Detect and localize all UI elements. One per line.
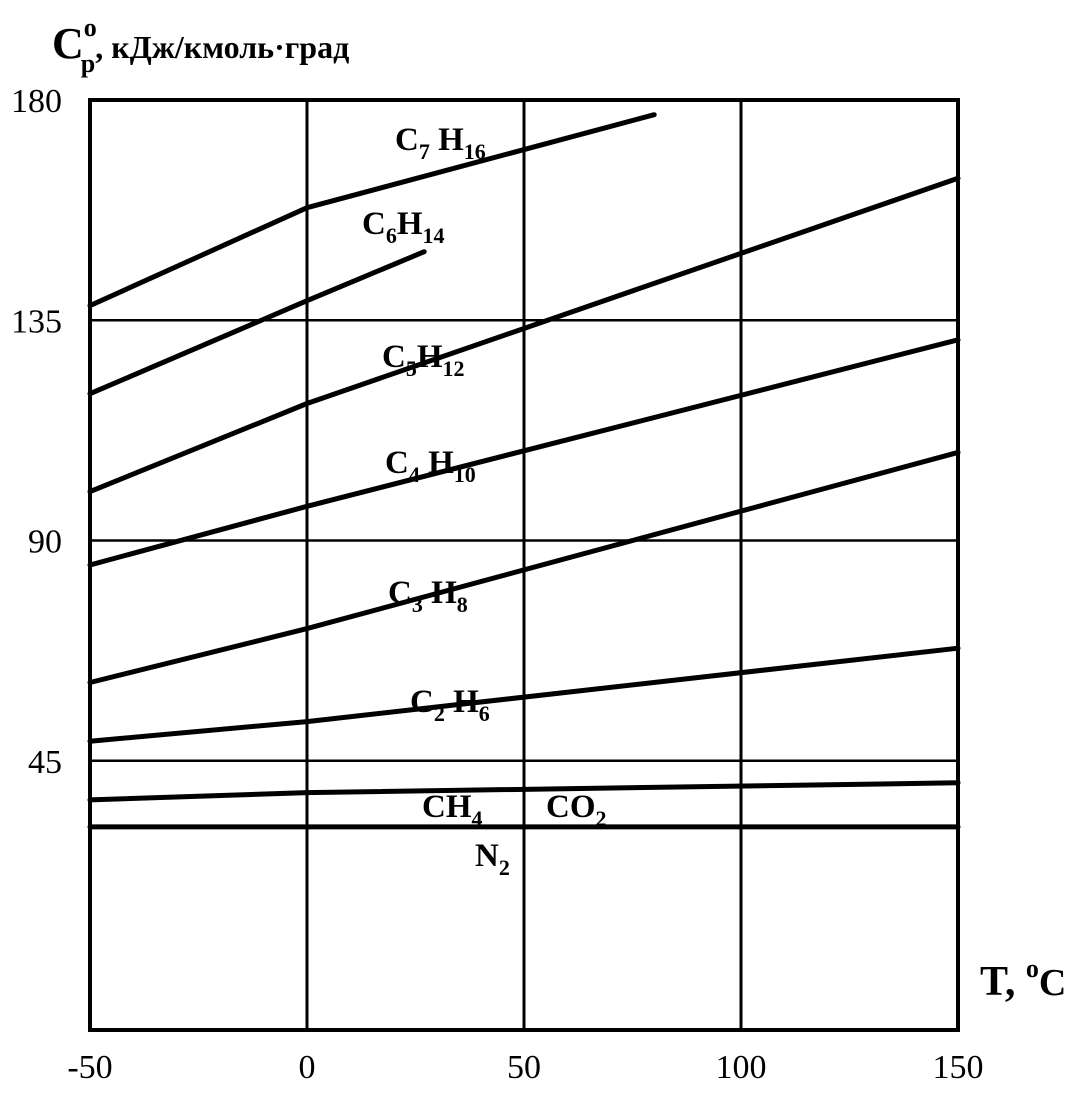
series-lines (87, 112, 961, 830)
series-line-co2 (87, 780, 961, 803)
series-label-c5h12: C5H12 (382, 339, 465, 381)
y-tick-label: 135 (11, 303, 62, 340)
tick-labels: -50 0 50 100 150 180 135 90 45 (11, 83, 984, 1086)
x-tick-label: 100 (716, 1049, 767, 1086)
series-label-c4h10: C4 H10 (385, 445, 476, 487)
series-label-n2: N2 (475, 838, 510, 880)
y-tick-label: 45 (28, 744, 62, 781)
series-label-c2h6: C2 H6 (410, 684, 490, 726)
y-tick-label: 90 (28, 524, 62, 561)
plot-frame (88, 98, 960, 1032)
x-axis-title: T, oC (980, 954, 1066, 1005)
x-tick-label: -50 (67, 1049, 112, 1086)
plot-border (88, 98, 960, 1032)
series-line-c2h6 (87, 645, 961, 744)
series-label-c6h14: C6H14 (362, 206, 445, 248)
series-line-c6h14 (87, 249, 427, 397)
grid (90, 100, 958, 1030)
x-tick-label: 0 (299, 1049, 316, 1086)
series-line-c3h8 (87, 449, 961, 685)
x-tick-label: 150 (933, 1049, 984, 1086)
y-tick-label: 180 (11, 83, 62, 120)
series-line-c4h10 (87, 337, 961, 568)
series-label-co2: CO2 (546, 789, 607, 831)
y-axis-title: Co p, кДж/кмоль·град (52, 13, 349, 78)
series-label-c3h8: C3 H8 (388, 575, 468, 617)
series-line-c7h16 (87, 112, 657, 309)
series-labels: C7 H16 C6H14 C5H12 C4 H10 C3 H8 C2 H6 CO2 CH4 N2 (362, 122, 607, 880)
series-label-c7h16: C7 H16 (395, 122, 486, 164)
series-line-c5h12 (87, 175, 961, 495)
x-tick-label: 50 (507, 1049, 541, 1086)
series-label-ch4: CH4 (422, 789, 483, 831)
